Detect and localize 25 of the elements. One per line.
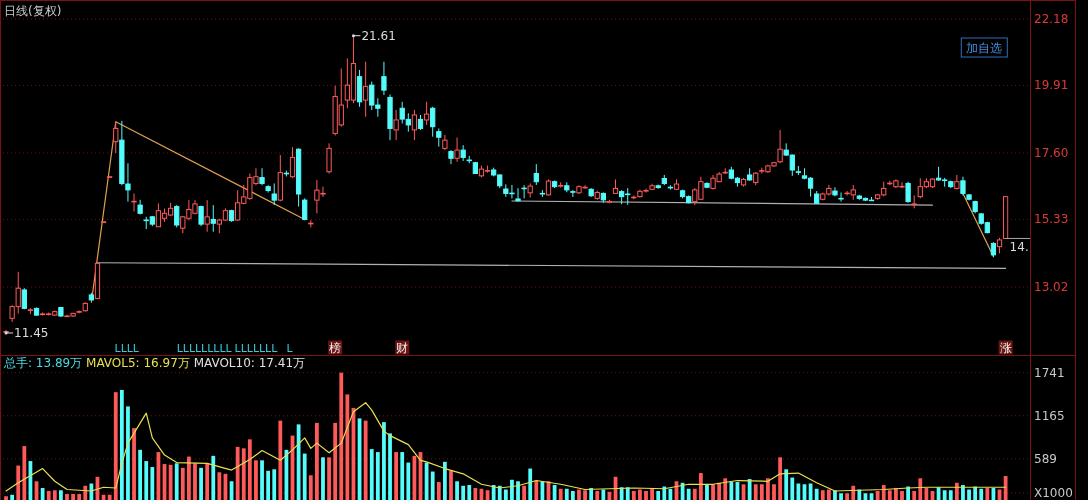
annotation: 加自选	[966, 41, 1003, 55]
annotation: L	[286, 341, 294, 355]
y-tick-label: X1000	[1034, 485, 1073, 500]
y-tick-label: 1741	[1034, 365, 1065, 380]
y-tick-label: 17.60	[1034, 146, 1069, 161]
annotation: 21.61	[361, 28, 396, 43]
annotation: 财	[396, 341, 409, 355]
line-series	[5, 402, 1007, 492]
y-tick-label: 22.18	[1034, 12, 1069, 27]
text: 14.	[1009, 240, 1029, 255]
annotation: 11.45	[14, 325, 49, 340]
y-tick-label: 13.02	[1034, 280, 1069, 295]
annotation: 涨	[999, 341, 1012, 355]
text: MAVOL5: 16.97万	[86, 356, 194, 370]
annotation: 榜	[329, 341, 342, 355]
y-tick-label: 19.91	[1034, 78, 1069, 93]
chart-title: 总手: 13.89万	[3, 356, 87, 370]
y-tick-label: 589	[1034, 451, 1057, 466]
annotation: MAVOL10: 17.41万	[193, 356, 306, 370]
y-tick-label: 1165	[1034, 408, 1065, 423]
annotation: LLLLLLL	[234, 341, 279, 355]
y-tick-label: 15.33	[1034, 212, 1069, 227]
annotation: LLLLLLLLL	[176, 341, 233, 355]
annotation: LLLL	[114, 341, 140, 355]
chart-title: 日线(复权)	[4, 4, 62, 18]
